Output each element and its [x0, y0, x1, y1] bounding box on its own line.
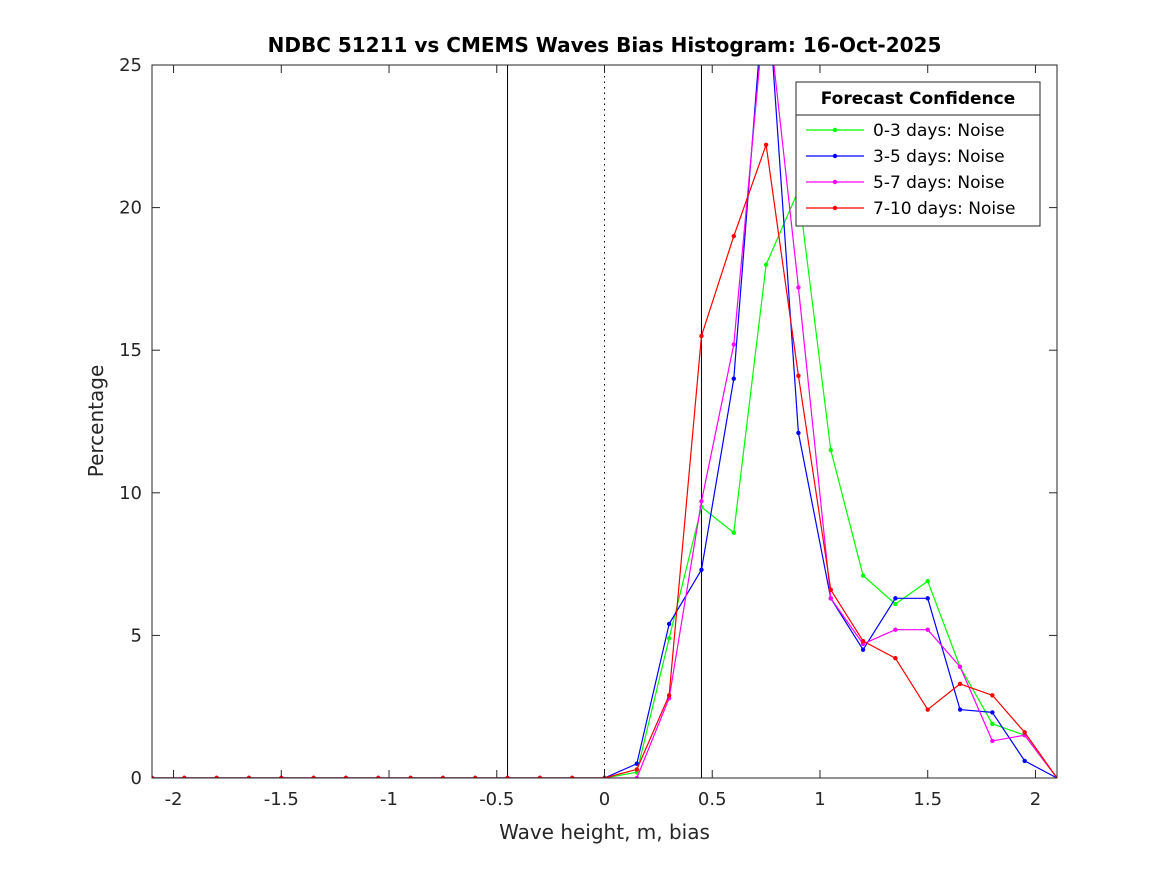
data-point — [505, 775, 510, 778]
data-point — [763, 262, 769, 267]
data-point — [925, 707, 930, 712]
data-point — [666, 636, 672, 641]
data-point — [246, 775, 252, 778]
data-point — [731, 376, 736, 381]
data-point — [1022, 758, 1027, 764]
data-point — [796, 373, 801, 379]
y-tick-label: 15 — [119, 340, 142, 361]
data-point — [763, 142, 769, 148]
legend-label: 0-3 days: Noise — [873, 121, 1005, 141]
series-line — [152, 65, 1057, 778]
data-point — [925, 596, 930, 601]
x-tick-label: 2 — [1030, 789, 1041, 810]
legend-label: 7-10 days: Noise — [873, 199, 1015, 219]
data-point — [214, 775, 219, 778]
y-tick-label: 5 — [131, 625, 142, 646]
x-tick-label: 0.5 — [698, 789, 727, 810]
legend-entry-2: 3-5 days: Noise — [806, 147, 1005, 167]
data-point — [731, 233, 736, 239]
legend-label: 3-5 days: Noise — [873, 147, 1005, 167]
data-point — [1054, 775, 1057, 778]
data-point — [731, 530, 736, 535]
x-axis-label: Wave height, m, bias — [499, 820, 710, 844]
y-axis-ticks: 0 5 10 15 20 25 — [119, 55, 1057, 789]
legend-swatch-marker — [832, 205, 838, 211]
data-point — [893, 627, 898, 632]
data-point — [925, 579, 930, 584]
legend-entries: 0-3 days: Noise 3-5 days: Noise 5-7 days: … — [806, 121, 1015, 219]
data-point — [990, 738, 995, 744]
legend-swatch-marker — [832, 127, 838, 133]
x-tick-label: -1.5 — [264, 789, 299, 810]
legend-swatch-marker — [832, 179, 838, 185]
data-point — [569, 775, 575, 778]
x-tick-label: -2 — [165, 789, 183, 810]
data-point — [796, 430, 801, 436]
x-axis-ticks: -2 -1.5 -1 -0.5 0 0.5 1 1.5 2 — [165, 65, 1041, 810]
data-point — [893, 656, 898, 661]
data-point — [537, 775, 543, 778]
data-point — [376, 775, 381, 778]
chart-title: NDBC 51211 vs CMEMS Waves Bias Histogram… — [268, 33, 942, 57]
x-tick-label: -0.5 — [479, 789, 514, 810]
series-line — [152, 189, 1057, 778]
data-point — [957, 681, 963, 687]
series-line — [152, 65, 1057, 778]
x-tick-label: -1 — [380, 789, 398, 810]
legend: Forecast Confidence 0-3 days: Noise 3-5 d… — [795, 81, 1041, 227]
data-point — [1022, 730, 1027, 735]
data-point — [860, 573, 866, 578]
data-point — [925, 627, 930, 632]
data-point — [699, 499, 704, 504]
data-point — [828, 587, 833, 592]
data-point — [990, 693, 995, 698]
y-tick-label: 10 — [119, 483, 142, 504]
data-point — [182, 775, 187, 778]
data-point — [634, 775, 640, 778]
legend-entry-4: 7-10 days: Noise — [806, 199, 1015, 219]
data-point — [957, 664, 963, 669]
reference-lines — [507, 65, 702, 778]
data-point — [828, 596, 833, 601]
data-point — [957, 707, 963, 712]
x-tick-label: 1 — [814, 789, 825, 810]
data-point — [666, 693, 672, 698]
data-point — [440, 775, 446, 778]
data-point — [860, 638, 866, 644]
legend-label: 5-7 days: Noise — [873, 173, 1005, 193]
data-point — [699, 333, 704, 339]
data-point — [343, 775, 349, 778]
data-point — [731, 342, 736, 347]
legend-swatch-marker — [832, 153, 838, 159]
data-point — [893, 601, 898, 607]
x-tick-label: 0 — [599, 789, 610, 810]
data-point — [666, 621, 672, 627]
legend-title: Forecast Confidence — [821, 89, 1016, 109]
data-point — [796, 285, 801, 290]
y-tick-label: 25 — [119, 55, 142, 76]
data-point — [699, 567, 704, 573]
data-point — [990, 721, 995, 727]
data-point — [893, 596, 898, 601]
data-point — [634, 767, 640, 772]
series-line — [152, 144, 1057, 778]
data-point — [634, 761, 640, 766]
legend-entry-1: 0-3 days: Noise — [806, 121, 1005, 141]
data-point — [408, 775, 413, 778]
y-tick-label: 0 — [131, 768, 142, 789]
data-point — [828, 447, 833, 453]
series-4 — [152, 142, 1057, 778]
legend-box — [795, 81, 1041, 227]
data-point — [311, 775, 316, 778]
data-point — [860, 647, 866, 652]
legend-entry-3: 5-7 days: Noise — [806, 173, 1005, 193]
y-axis-label: Percentage — [84, 365, 108, 478]
data-point — [990, 710, 995, 715]
data-point — [473, 775, 478, 778]
y-tick-label: 20 — [119, 198, 142, 219]
x-tick-label: 1.5 — [913, 789, 942, 810]
data-point — [152, 775, 155, 778]
